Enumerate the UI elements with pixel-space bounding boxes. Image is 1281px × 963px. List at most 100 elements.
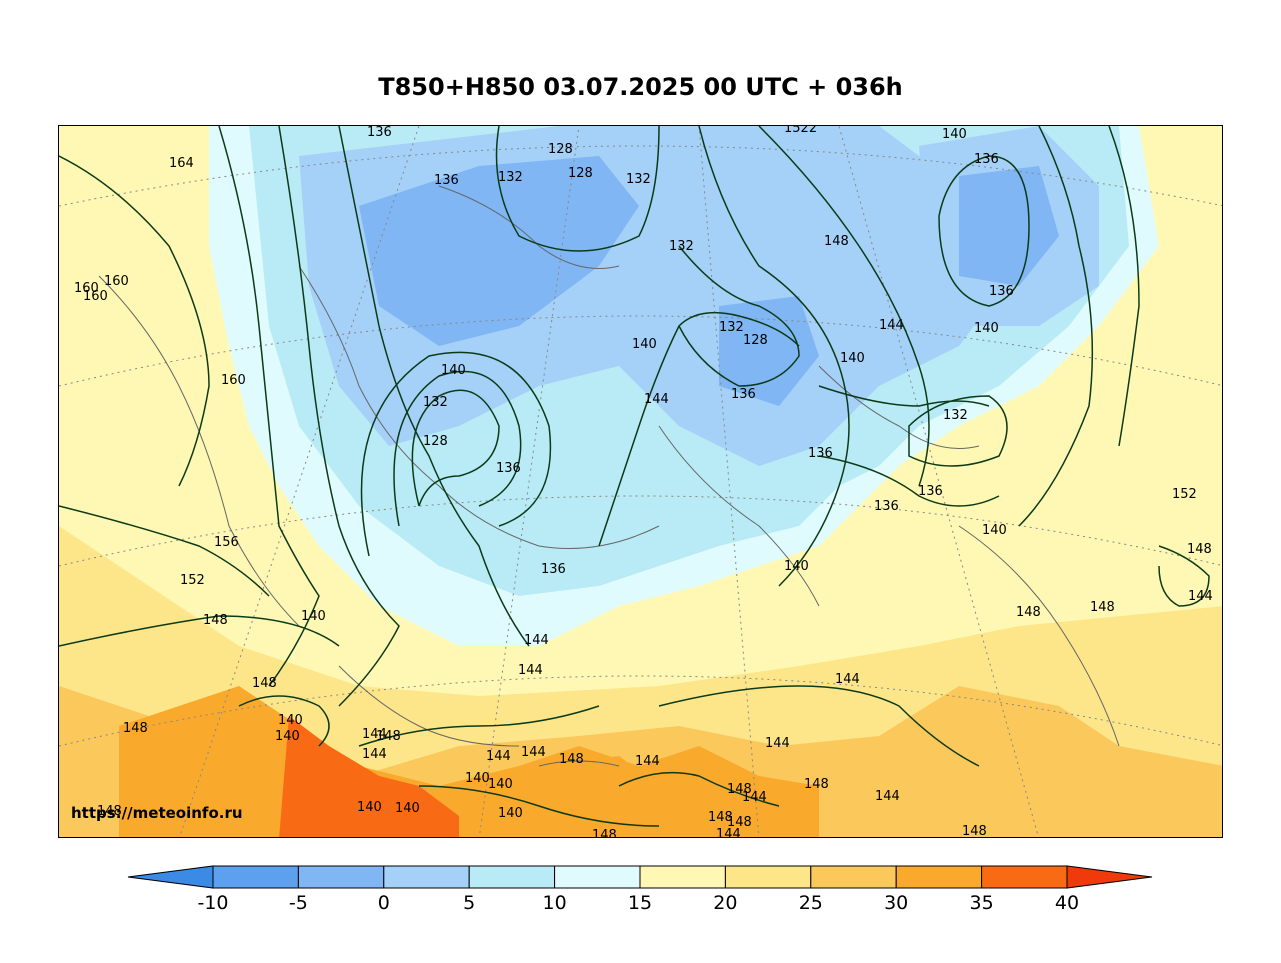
contour-label: 132 — [669, 239, 694, 254]
contour-label: 136 — [434, 173, 459, 188]
contour-label: 148 — [1187, 542, 1212, 557]
contour-label: 144 — [765, 736, 790, 751]
contour-label: 136 — [731, 387, 756, 402]
contour-label: 148 — [727, 815, 752, 830]
contour-label: 148 — [252, 676, 277, 691]
colorbar-cell — [639, 865, 726, 889]
contour-label: 160 — [221, 373, 246, 388]
contour-label: 144 — [879, 318, 904, 333]
contour-label: 156 — [214, 535, 239, 550]
field-warm-35-40 — [279, 716, 459, 837]
colorbar-tick-label: 15 — [627, 892, 653, 914]
contour-label: 136 — [874, 499, 899, 514]
map-title: T850+H850 03.07.2025 00 UTC + 036h — [378, 73, 903, 101]
source-watermark: https://meteoinfo.ru — [71, 804, 243, 822]
contour-label: 140 — [632, 337, 657, 352]
contour-label: 132 — [626, 172, 651, 187]
colorbar-tick-label: 10 — [542, 892, 567, 914]
contour-label: 148 — [708, 810, 733, 825]
contour-label: 148 — [376, 729, 401, 744]
contour-label: 128 — [568, 166, 593, 181]
field-warm-sea-basin — [549, 756, 659, 816]
colorbar-tick-label: 35 — [969, 892, 994, 914]
colorbar-cell — [554, 865, 641, 889]
contour-label: 148 — [1016, 605, 1041, 620]
contour-label: 148 — [203, 613, 228, 628]
contour-label: 148 — [592, 828, 617, 838]
colorbar-swatches — [127, 865, 1153, 889]
contour-label: 128 — [423, 434, 448, 449]
contour-label: 1522 — [784, 126, 817, 136]
contour-label: 140 — [840, 351, 865, 366]
contour-label: 144 — [875, 789, 900, 804]
colorbar-cell — [468, 865, 556, 889]
contour-labels: 136 164 128 128 136 132 132 1522 140 136… — [74, 126, 1213, 838]
map-panel: 136 164 128 128 136 132 132 1522 140 136… — [58, 125, 1223, 838]
contour-label: 148 — [97, 804, 122, 819]
contour-label: 144 — [524, 633, 549, 648]
field-cool-minus5-0-c — [959, 166, 1059, 286]
contour-label: 148 — [123, 721, 148, 736]
colorbar-cell — [895, 865, 983, 889]
contour-label: 152 — [180, 573, 205, 588]
contour-label: 136 — [918, 484, 943, 499]
colorbar-arrow-right — [1066, 865, 1153, 889]
contour-label: 164 — [169, 156, 194, 171]
contour-label: 132 — [943, 408, 968, 423]
contour-label: 140 — [498, 806, 523, 821]
colorbar-tick-label: 25 — [798, 892, 823, 914]
temperature-field-map: 136 164 128 128 136 132 132 1522 140 136… — [59, 126, 1222, 838]
contour-label: 144 — [521, 745, 546, 760]
contour-label: 148 — [727, 782, 752, 797]
contour-label: 140 — [488, 777, 513, 792]
contour-label: 132 — [719, 320, 744, 335]
contour-label: 136 — [367, 126, 392, 140]
contour-label: 144 — [486, 749, 511, 764]
colorbar-tick-label: -10 — [197, 892, 229, 914]
contour-label: 140 — [301, 609, 326, 624]
contour-label: 148 — [559, 752, 584, 767]
contour-label: 140 — [465, 771, 490, 786]
contour-label: 136 — [496, 461, 521, 476]
colorbar-tick-label: 20 — [713, 892, 738, 914]
contour-label: 140 — [278, 713, 303, 728]
contour-label: 140 — [784, 559, 809, 574]
colorbar-tick-label: 30 — [884, 892, 909, 914]
geopotential-contours — [59, 126, 1210, 827]
contour-label: 160 — [104, 274, 129, 289]
contour-label: 144 — [716, 827, 741, 838]
colorbar-cell — [383, 865, 470, 889]
contour-label: 136 — [808, 446, 833, 461]
contour-label: 152 — [1172, 487, 1197, 502]
contour-label: 136 — [974, 152, 999, 167]
contour-label: 148 — [1090, 600, 1115, 615]
colorbar-tick-label: 40 — [1054, 892, 1080, 914]
contour-label: 140 — [942, 127, 967, 142]
contour-label: 132 — [423, 395, 448, 410]
colorbar-cell — [981, 865, 1068, 889]
colorbar-cell — [212, 865, 299, 889]
contour-label: 148 — [962, 824, 987, 838]
contour-label: 144 — [362, 727, 387, 742]
contour-label: 140 — [357, 800, 382, 815]
colorbar-tick-label: 0 — [377, 892, 390, 914]
contour-label: 140 — [395, 801, 420, 816]
colorbar-tick-label: -5 — [288, 892, 308, 914]
contour-label: 140 — [982, 523, 1007, 538]
contour-label: 144 — [1188, 589, 1213, 604]
contour-label: 144 — [518, 663, 543, 678]
colorbar-tick-label: 5 — [463, 892, 476, 914]
contour-label: 140 — [275, 729, 300, 744]
contour-label: 136 — [989, 284, 1014, 299]
contour-label: 148 — [824, 234, 849, 249]
contour-label: 144 — [742, 790, 767, 805]
contour-label: 144 — [635, 754, 660, 769]
contour-label: 160 — [83, 289, 108, 304]
field-cool-minus5-0 — [359, 156, 639, 346]
colorbar-cells — [212, 865, 1068, 889]
field-cool-minus5-0-b — [719, 296, 819, 406]
contour-label: 132 — [498, 170, 523, 185]
colorbar-cell — [810, 865, 897, 889]
contour-label: 148 — [804, 777, 829, 792]
lat-lon-grid — [59, 126, 1222, 837]
